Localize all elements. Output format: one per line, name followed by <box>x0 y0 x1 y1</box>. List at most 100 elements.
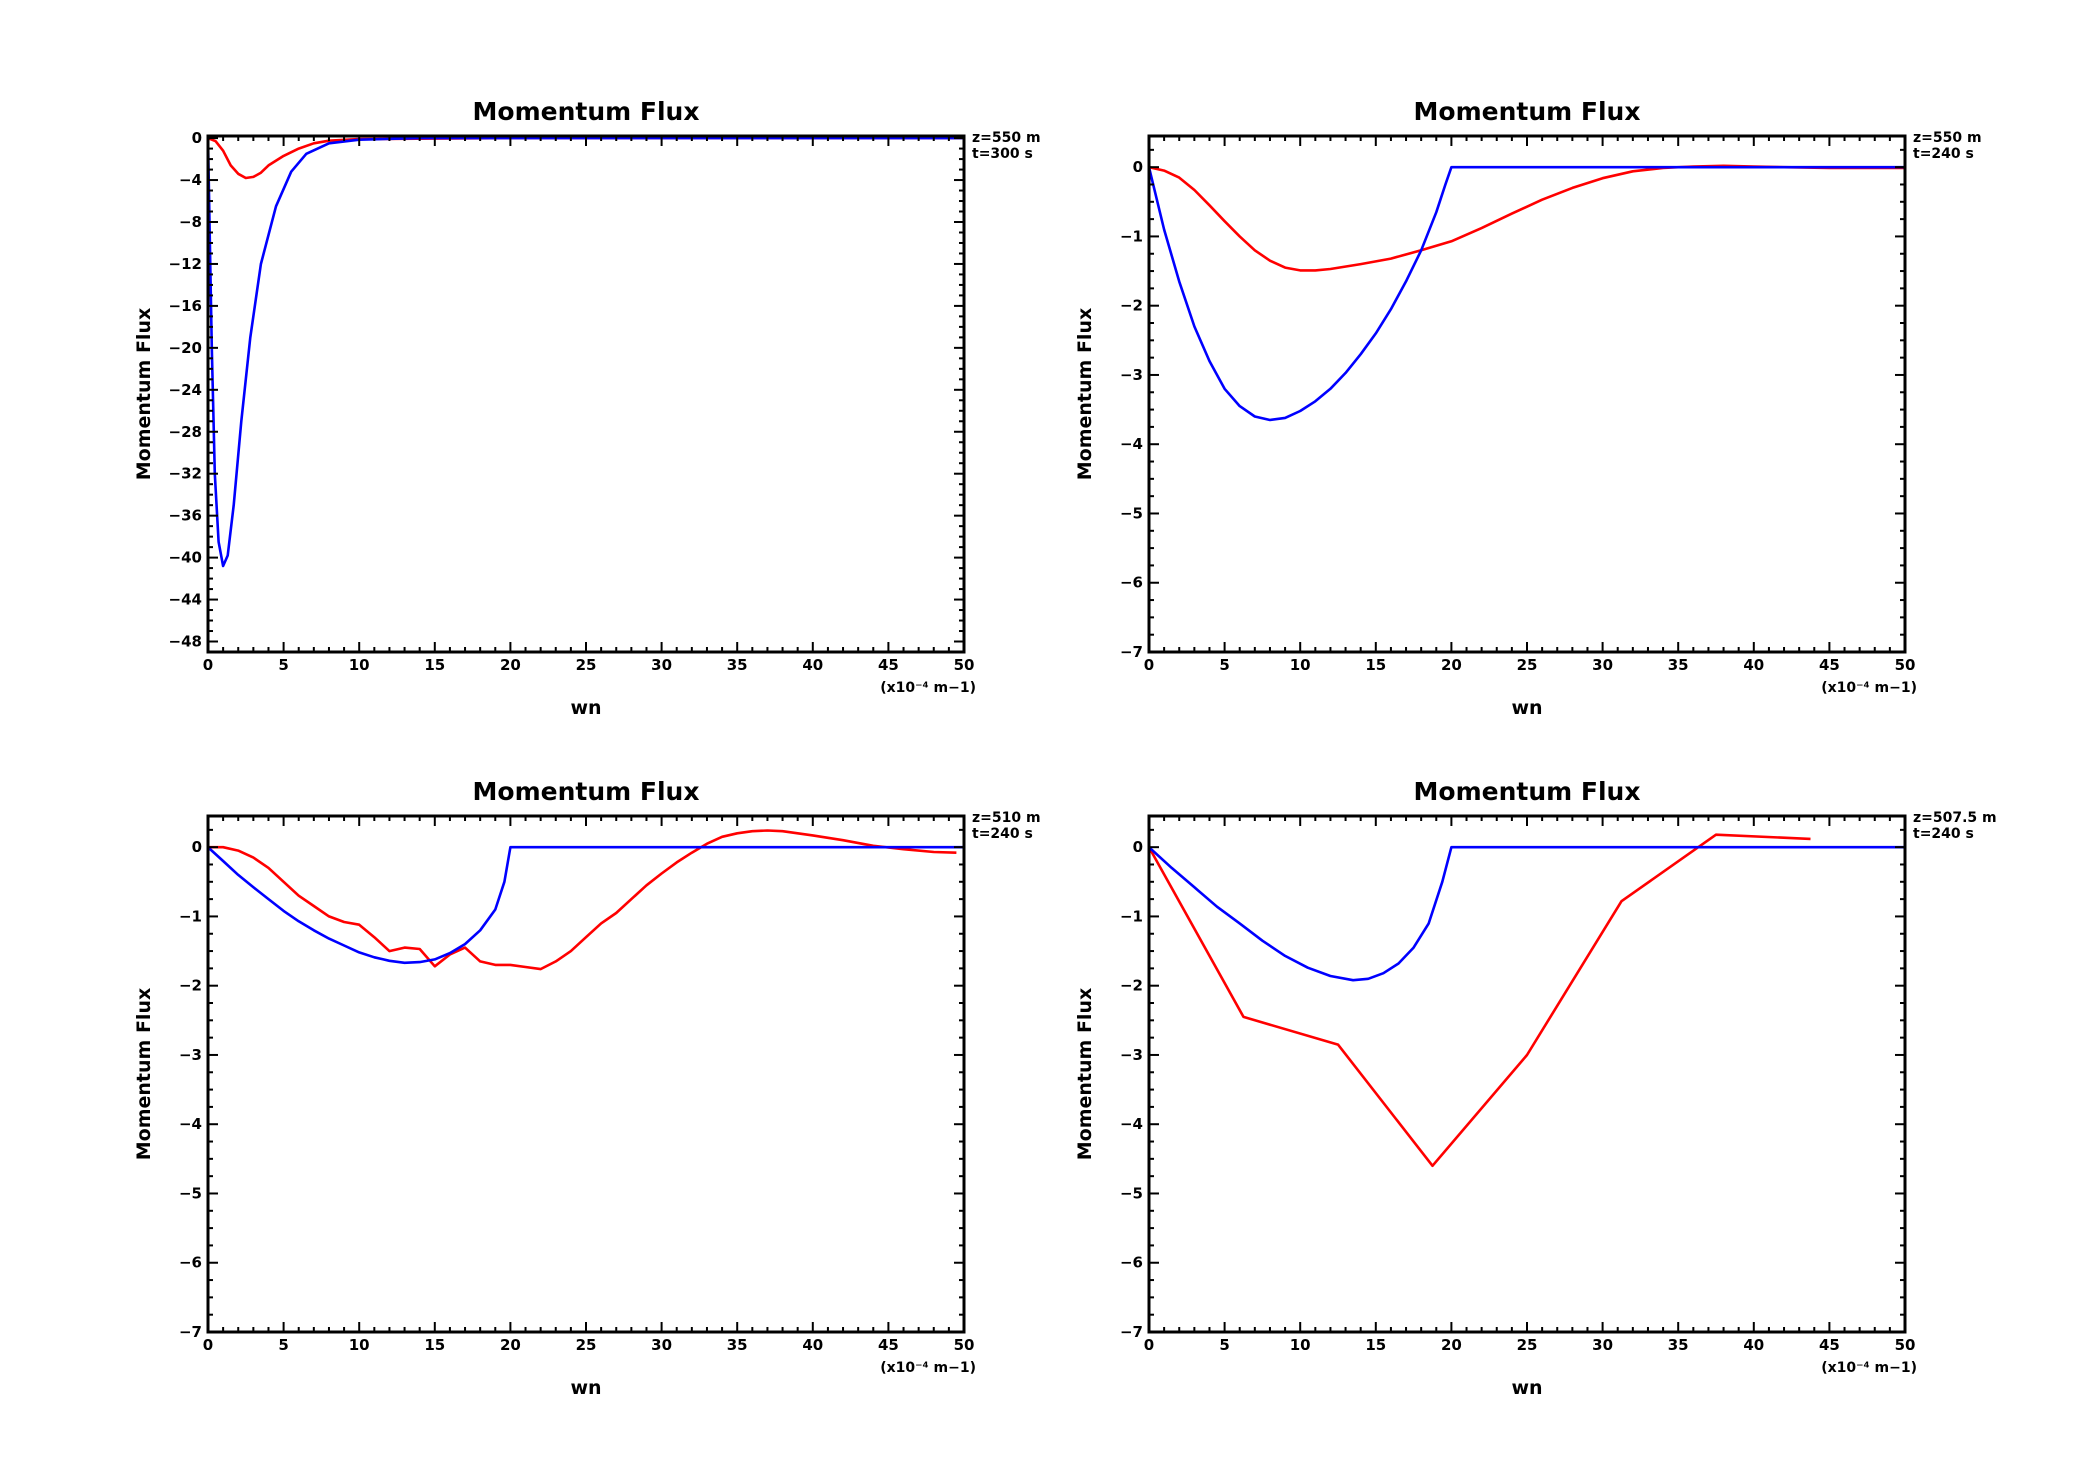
chart-title: Momentum Flux <box>473 777 700 806</box>
x-tick-label: 25 <box>1517 656 1538 674</box>
x-tick-label: 10 <box>1290 656 1311 674</box>
chart-title: Momentum Flux <box>1414 777 1641 806</box>
plot-frame <box>206 134 966 654</box>
y-tick-label: −6 <box>1120 574 1143 592</box>
y-tick-label: −28 <box>169 423 202 441</box>
y-tick-label: −1 <box>179 907 202 925</box>
run-annotation: t=300 s <box>972 146 1033 162</box>
x-tick-label: 25 <box>1517 1336 1538 1354</box>
x-tick-label: 50 <box>954 1336 975 1354</box>
y-tick-label: −6 <box>179 1254 202 1272</box>
x-tick-label: 20 <box>1441 656 1462 674</box>
chart-panel-2: Momentum Flux 0 5 10 15 20 25 30 35 40 45 50 0 −1 −2 −3… <box>1074 97 1982 719</box>
red-series-line <box>1149 164 1905 272</box>
y-axis-label: Momentum Flux <box>133 308 155 480</box>
y-tick-label: −40 <box>169 549 202 567</box>
x-tick-label: 15 <box>1365 1336 1386 1354</box>
y-tick-label: −48 <box>169 633 202 651</box>
x-unit-note: (x10⁻⁴ m−1) <box>1821 680 1917 696</box>
y-tick-label: 0 <box>192 838 202 856</box>
blue-series-line <box>1149 165 1905 422</box>
y-tick-label: −2 <box>1120 977 1143 995</box>
x-tick-label: 5 <box>1219 656 1229 674</box>
x-unit-note: (x10⁻⁴ m−1) <box>1821 1360 1917 1376</box>
y-tick-label: −24 <box>169 381 202 399</box>
x-tick-label: 35 <box>727 1336 748 1354</box>
x-tick-label: 50 <box>954 656 975 674</box>
run-annotation: z=510 m <box>972 810 1041 826</box>
x-tick-label: 10 <box>349 1336 370 1354</box>
run-annotation: t=240 s <box>1913 826 1974 842</box>
x-tick-label: 20 <box>500 656 521 674</box>
x-tick-label: 0 <box>203 1336 213 1354</box>
x-tick-label: 45 <box>878 1336 899 1354</box>
x-tick-label: 15 <box>1365 656 1386 674</box>
y-tick-label: −5 <box>179 1184 202 1202</box>
x-unit-note: (x10⁻⁴ m−1) <box>880 1360 976 1376</box>
x-tick-label: 45 <box>878 656 899 674</box>
chart-title: Momentum Flux <box>473 97 700 126</box>
x-tick-label: 35 <box>727 656 748 674</box>
y-tick-label: −12 <box>169 255 202 273</box>
x-tick-label: 0 <box>203 656 213 674</box>
run-annotation: z=550 m <box>972 130 1041 146</box>
y-tick-label: −7 <box>1120 643 1143 661</box>
y-tick-label: −5 <box>1120 1184 1143 1202</box>
y-tick-label: 0 <box>1133 838 1143 856</box>
x-tick-label: 20 <box>500 1336 521 1354</box>
y-tick-label: 0 <box>192 129 202 147</box>
x-tick-label: 40 <box>802 1336 823 1354</box>
blue-series-line <box>208 845 964 965</box>
x-tick-label: 35 <box>1668 1336 1689 1354</box>
y-tick-label: −20 <box>169 339 202 357</box>
blue-series-line <box>1149 845 1905 982</box>
chart-panel-4: Momentum Flux 0 5 10 15 20 25 30 35 40 45 50 0 −1 −2 −3… <box>1074 777 1997 1399</box>
plot-frame <box>1147 814 1907 1334</box>
x-tick-label: 50 <box>1895 1336 1916 1354</box>
x-tick-label: 25 <box>576 1336 597 1354</box>
run-annotation: z=550 m <box>1913 130 1982 146</box>
y-axis-label: Momentum Flux <box>133 988 155 1160</box>
x-tick-label: 40 <box>1743 656 1764 674</box>
y-tick-label: −4 <box>179 1115 202 1133</box>
y-tick-label: −3 <box>179 1046 202 1064</box>
x-tick-label: 10 <box>349 656 370 674</box>
x-tick-label: 45 <box>1819 656 1840 674</box>
x-axis-label: wn <box>570 697 601 719</box>
x-axis-label: wn <box>570 1377 601 1399</box>
x-tick-label: 30 <box>651 656 672 674</box>
run-annotation: z=507.5 m <box>1913 810 1997 826</box>
x-tick-label: 30 <box>651 1336 672 1354</box>
x-tick-label: 10 <box>1290 1336 1311 1354</box>
y-tick-label: −1 <box>1120 907 1143 925</box>
y-tick-label: −44 <box>169 591 202 609</box>
run-annotation: t=240 s <box>972 826 1033 842</box>
y-tick-label: −7 <box>1120 1323 1143 1341</box>
plot-frame <box>1147 134 1907 654</box>
y-tick-label: −32 <box>169 465 202 483</box>
y-tick-label: −2 <box>179 977 202 995</box>
y-tick-label: −2 <box>1120 297 1143 315</box>
y-tick-label: −7 <box>179 1323 202 1341</box>
y-axis-label: Momentum Flux <box>1074 988 1096 1160</box>
y-tick-label: −4 <box>179 171 202 189</box>
y-tick-label: −4 <box>1120 1115 1143 1133</box>
y-tick-label: −4 <box>1120 435 1143 453</box>
y-tick-label: −8 <box>179 213 202 231</box>
x-tick-label: 40 <box>1743 1336 1764 1354</box>
chart-panel-3: Momentum Flux 0 5 10 15 20 25 30 35 40 45 50 0 −1 −2 −3… <box>133 777 1041 1399</box>
plot-frame <box>206 814 966 1334</box>
x-tick-label: 50 <box>1895 656 1916 674</box>
x-unit-note: (x10⁻⁴ m−1) <box>880 680 976 696</box>
y-tick-label: −5 <box>1120 504 1143 522</box>
red-series-line <box>1149 833 1811 1168</box>
x-tick-label: 35 <box>1668 656 1689 674</box>
x-axis-label: wn <box>1511 697 1542 719</box>
x-tick-label: 5 <box>278 656 288 674</box>
x-tick-label: 0 <box>1144 656 1154 674</box>
y-axis-label: Momentum Flux <box>1074 308 1096 480</box>
x-tick-label: 15 <box>424 1336 445 1354</box>
x-tick-label: 0 <box>1144 1336 1154 1354</box>
x-tick-label: 25 <box>576 656 597 674</box>
x-tick-label: 30 <box>1592 1336 1613 1354</box>
